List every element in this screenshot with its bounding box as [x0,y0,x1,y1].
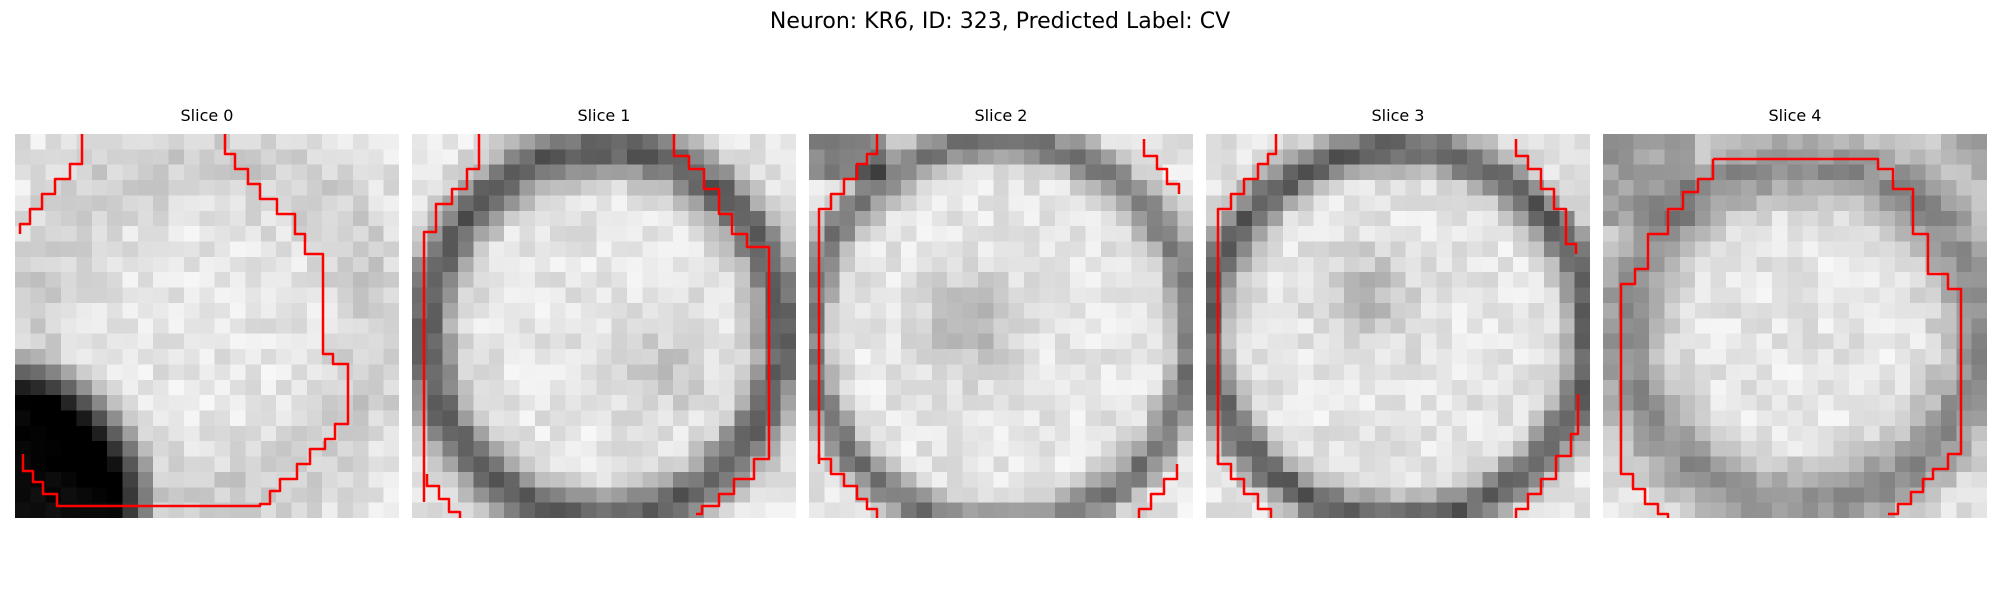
pixel-grid-2 [809,134,1193,518]
slice-title-2: Slice 2 [974,106,1028,125]
contour-line [1514,139,1578,254]
slice-title-1: Slice 1 [577,106,631,125]
contour-line [21,134,350,508]
slice-image-1 [412,134,796,518]
contour-line [1514,394,1580,518]
contour-line [1137,464,1179,518]
contour-line [1216,134,1278,464]
contour-line [817,454,879,518]
slice-image-0 [15,134,399,518]
figure-title: Neuron: KR6, ID: 323, Predicted Label: C… [769,9,1231,34]
pixel-grid-1 [412,134,796,518]
slice-image-2 [809,134,1193,518]
contour-line [422,134,481,502]
slice-title-0: Slice 0 [180,106,234,125]
slice-title-3: Slice 3 [1371,106,1425,125]
contour-line [1216,454,1273,518]
pixel-grid-4 [1603,134,1987,518]
contour-line [1142,139,1181,194]
pixel-grid-3 [1206,134,1590,518]
contour-line [817,134,879,464]
contour-line [1713,157,1963,516]
contour-line [672,134,771,516]
slice-image-3 [1206,134,1590,518]
slice-title-4: Slice 4 [1768,106,1822,125]
contour-line [1619,159,1715,518]
contour-line [18,134,84,234]
contour-line [425,474,462,518]
slice-image-4 [1603,134,1987,518]
pixel-grid-0 [15,134,399,518]
